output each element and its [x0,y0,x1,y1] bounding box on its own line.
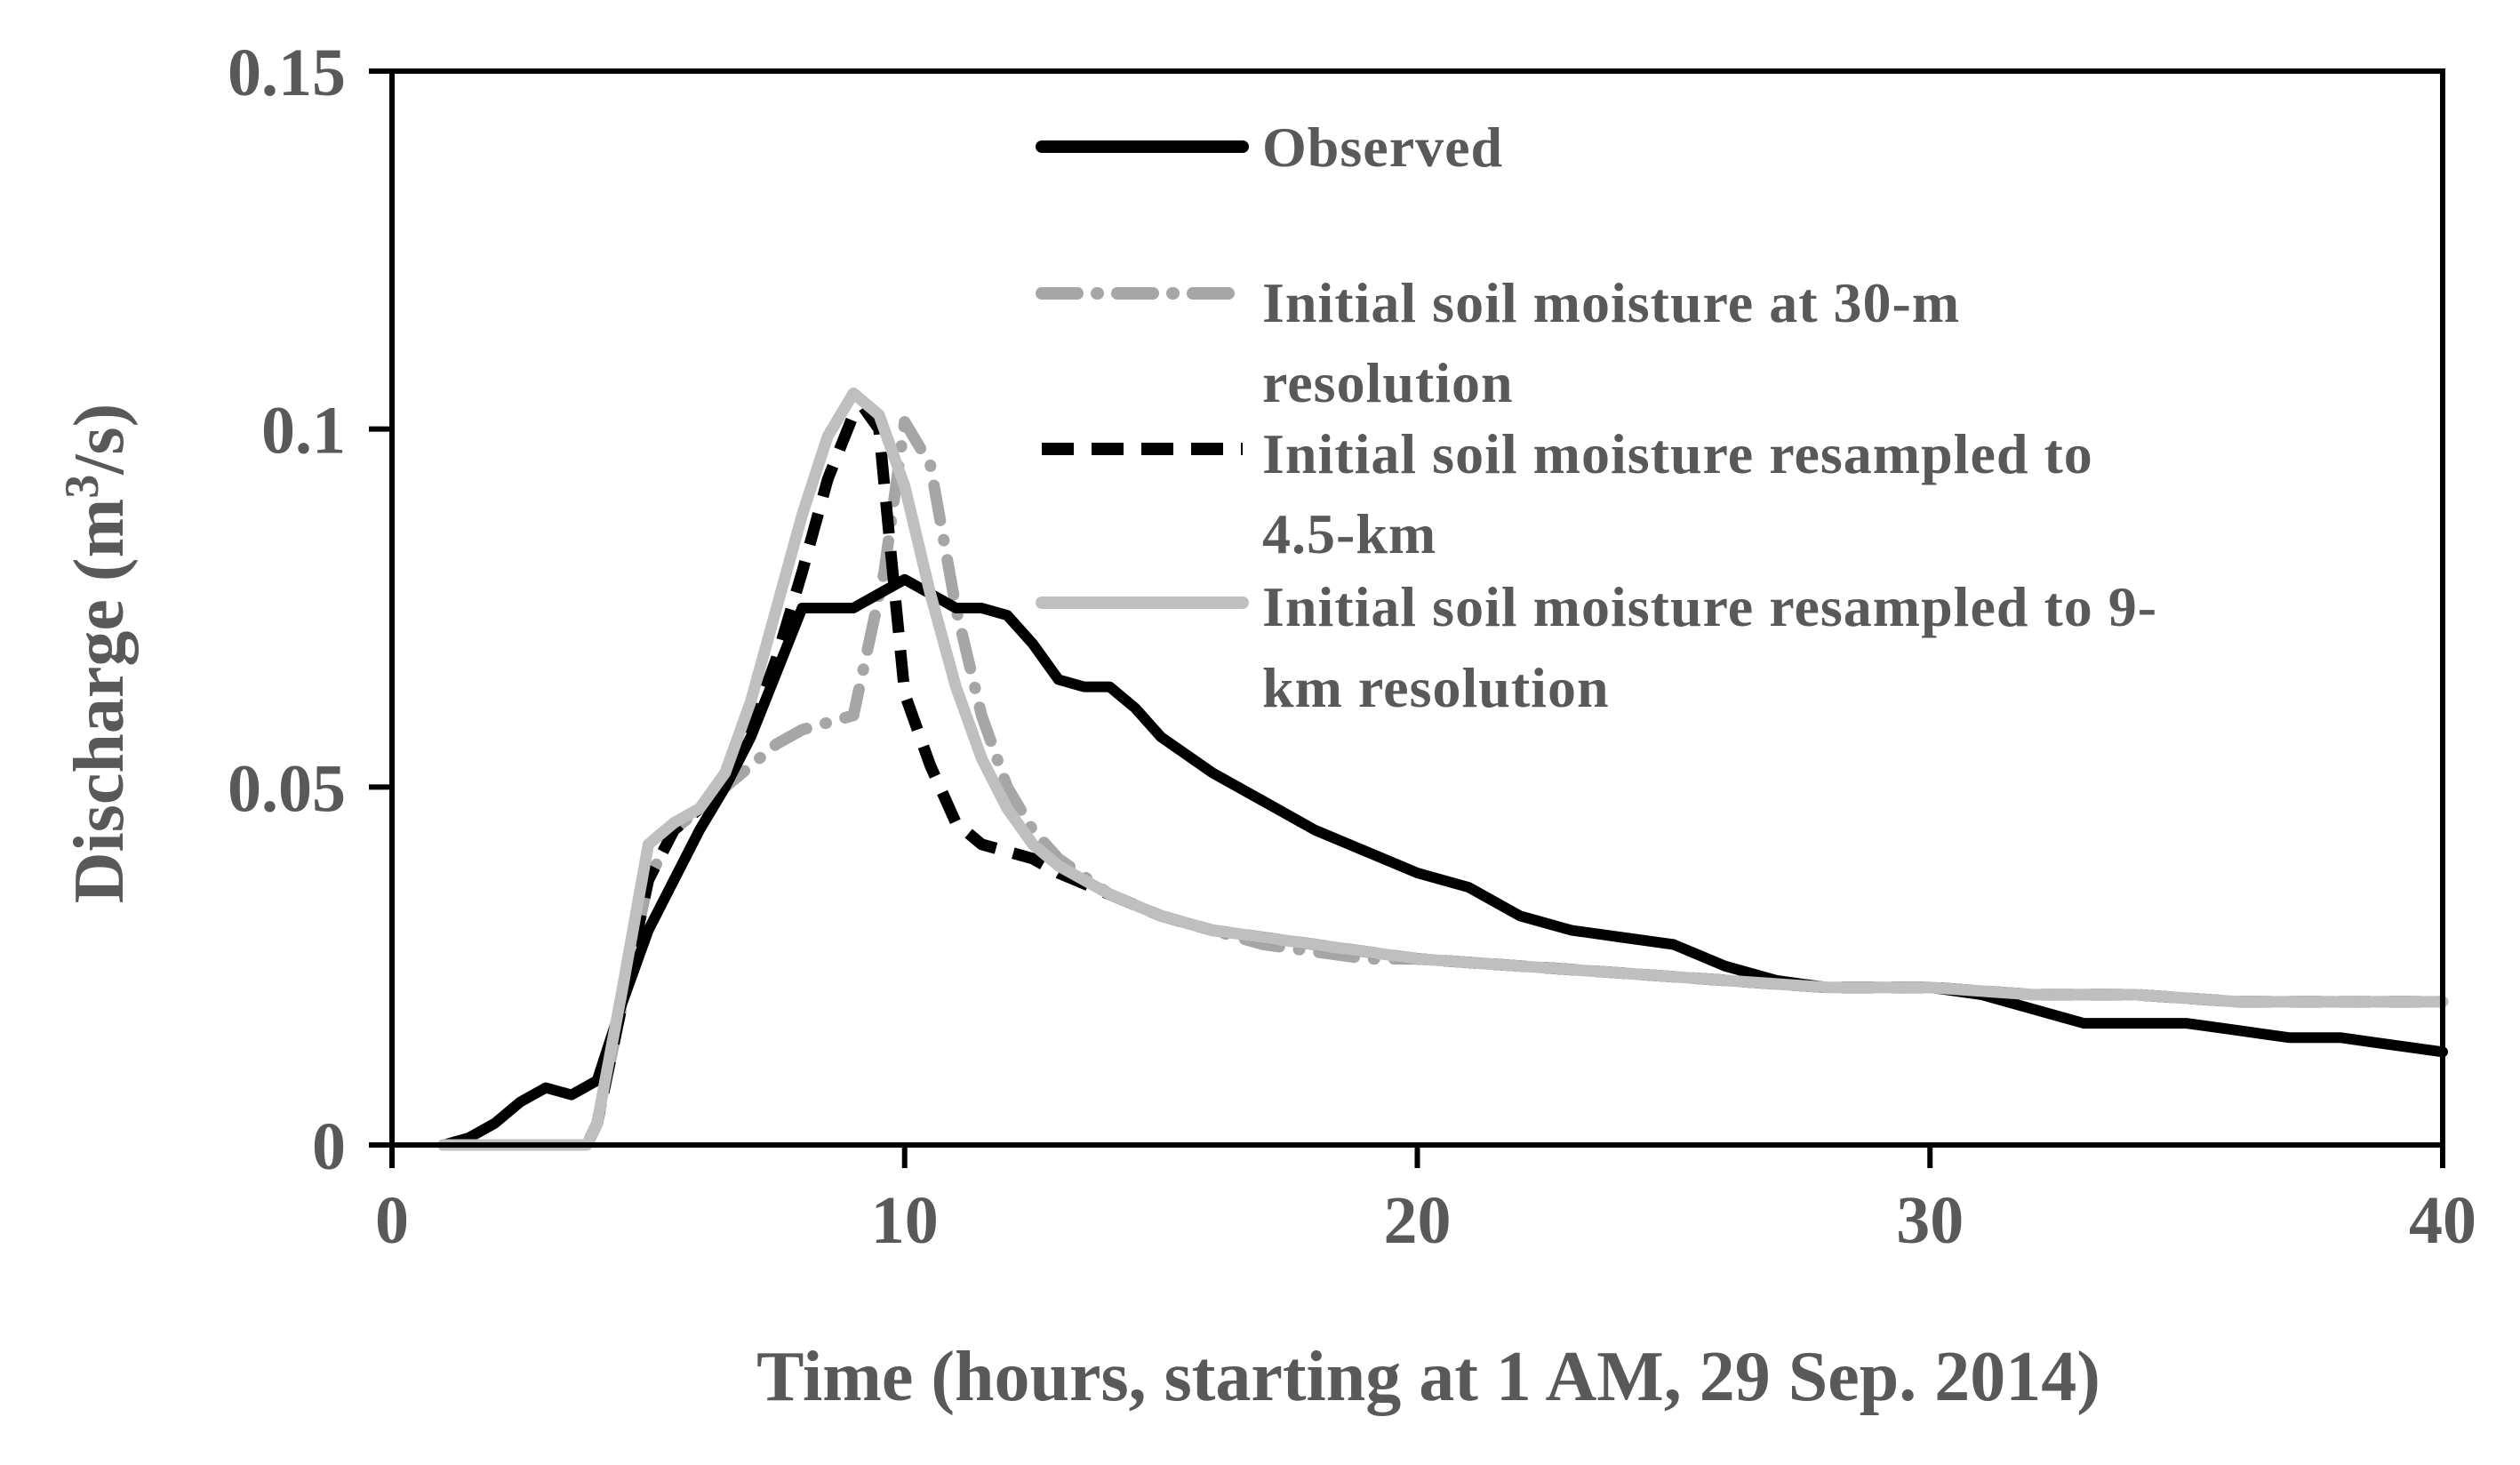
y-axis-title-superscript: 3 [55,475,108,499]
x-tick-label: 30 [1896,1183,1964,1258]
legend-label: 4.5-km [1262,502,1436,565]
y-axis-title: Discharge (m3/s) [55,404,139,903]
y-tick-label: 0.1 [261,394,346,468]
series-layer [437,387,2449,1151]
legend-label: Observed [1262,116,1503,179]
legend-label: Initial soil moisture resampled to 9- [1262,575,2157,638]
y-axis-title-main: Discharge (m [60,499,139,903]
x-tick-label: 20 [1384,1183,1452,1258]
legend-label: Initial soil moisture resampled to [1262,422,2093,485]
y-axis-title-tail: /s) [60,404,139,476]
x-tick-label: 0 [375,1183,409,1258]
y-tick-label: 0.05 [228,751,346,826]
x-axis-title: Time (hours, starting at 1 AM, 29 Sep. 2… [756,1338,2100,1416]
y-tick-label: 0 [312,1109,346,1184]
x-tick-label: 40 [2409,1183,2476,1258]
legend-label: Initial soil moisture at 30-m [1262,271,1960,334]
axis-ticks [369,68,2445,1168]
legend-label: km resolution [1262,656,1610,719]
tick-labels: 0 0.05 0.1 0.15 0 10 20 30 40 [228,36,2476,1258]
series-line-9km [437,387,2449,1151]
legend-label: resolution [1262,351,1514,414]
y-tick-label: 0.15 [228,36,346,110]
x-tick-label: 10 [871,1183,939,1258]
legend: Observed Initial soil moisture at 30-m res… [1036,116,2157,719]
